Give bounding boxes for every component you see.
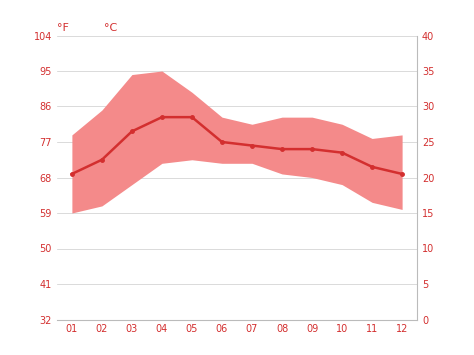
Text: °C: °C	[104, 23, 117, 33]
Text: °F: °F	[57, 23, 69, 33]
